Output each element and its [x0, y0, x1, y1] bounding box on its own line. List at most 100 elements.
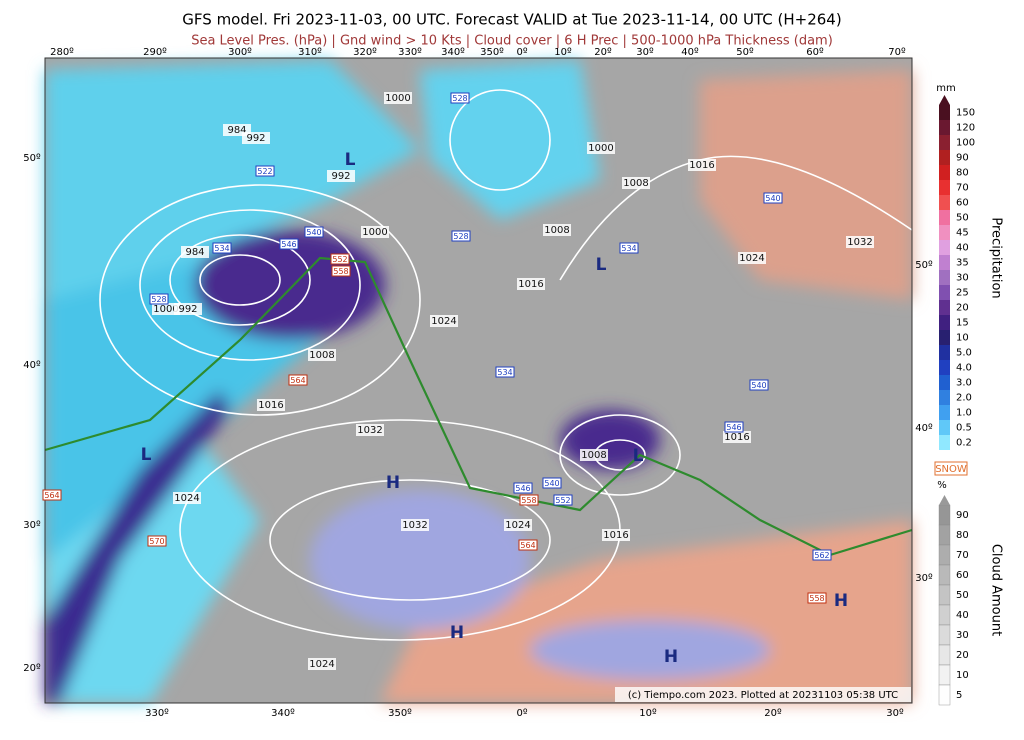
thickness-box [807, 592, 827, 604]
thickness-box [212, 242, 232, 254]
credit: (c) Tiempo.com 2023. Plotted at 20231103… [628, 690, 898, 701]
isobar-label: 1024 [739, 253, 764, 264]
precip-swatch [939, 375, 950, 390]
isobar-label-bg [152, 303, 180, 315]
thickness-label: 534 [497, 368, 512, 377]
isobar-label-bg [308, 349, 336, 361]
cloud-swatch [938, 524, 951, 546]
thickness-box [255, 165, 275, 177]
precip-tick: 90 [956, 153, 969, 164]
cloud-swatch [938, 504, 951, 526]
isobar-label-bg [181, 246, 209, 258]
lon-label: 340º [441, 47, 465, 58]
precip-swatch [939, 285, 950, 300]
isobar-label-bg [327, 170, 355, 182]
isobar-label-bg [356, 424, 384, 436]
isobar-label: 1016 [603, 530, 628, 541]
thickness-box [450, 92, 470, 104]
isobar-label: 1016 [258, 400, 283, 411]
cloud-tick: 10 [956, 670, 969, 681]
cloud-tick: 70 [956, 550, 969, 561]
isobar-label: 1024 [505, 520, 530, 531]
credit-bg [615, 687, 911, 702]
precip-swatch [939, 135, 950, 150]
cloud-tick: 20 [956, 650, 969, 661]
precip-swatch [939, 255, 950, 270]
front-line [44, 256, 913, 557]
precip-tick: 50 [956, 213, 969, 224]
isobar-label: 992 [178, 304, 197, 315]
thickness-label: 540 [306, 228, 321, 237]
lon-label: 40º [681, 47, 699, 58]
cloud-tick: 50 [956, 590, 969, 601]
snow-box [934, 461, 968, 476]
cloud-swatch [938, 664, 951, 686]
isobar-label-bg [517, 278, 545, 290]
precip-tick: 1.0 [956, 408, 972, 419]
thickness-box [149, 293, 169, 305]
cloud-swatch [938, 604, 951, 626]
pressure-center: H [386, 473, 400, 493]
thickness-box [279, 238, 299, 250]
thickness-box [763, 192, 783, 204]
lon-label: 300º [228, 47, 252, 58]
thickness-box [147, 535, 167, 547]
lat-label: 30º [23, 520, 41, 531]
precip-title: Precipitation [989, 217, 1004, 298]
thickness-box [304, 226, 324, 238]
precip-tick: 15 [956, 318, 969, 329]
thickness-box [619, 242, 639, 254]
isobar-label: 984 [227, 125, 246, 136]
thickness-label: 528 [453, 232, 468, 241]
thickness-label: 564 [520, 541, 535, 550]
precip-tick: 30 [956, 273, 969, 284]
lon-label: 330º [145, 708, 169, 719]
isobar-label: 1000 [385, 93, 410, 104]
thickness-label: 540 [765, 194, 780, 203]
thickness-label: 558 [809, 594, 824, 603]
lon-label: 350º [480, 47, 504, 58]
precip-tick: 35 [956, 258, 969, 269]
lon-label: 30º [636, 47, 654, 58]
precip-swatch [939, 345, 950, 360]
isobar-label: 992 [331, 171, 350, 182]
lon-label: 350º [388, 708, 412, 719]
cloud-tick: 40 [956, 610, 969, 621]
cloud-swatch [938, 584, 951, 606]
thickness-label: 534 [214, 244, 229, 253]
isobar-label-bg [174, 303, 202, 315]
isobar-label: 1000 [588, 143, 613, 154]
isobar-label: 1008 [623, 178, 648, 189]
isobar-label-bg [602, 529, 630, 541]
lat-label: 40º [23, 360, 41, 371]
unit: mm [936, 83, 955, 94]
thickness-label: 546 [515, 484, 530, 493]
precip-swatch [939, 300, 950, 315]
pressure-center: L [141, 445, 152, 465]
thickness-box [812, 549, 832, 561]
isobar-label: 1008 [544, 225, 569, 236]
cloud-swatch [938, 624, 951, 646]
isobar-label-bg [738, 252, 766, 264]
lon-label: 280º [50, 47, 74, 58]
thickness-box [749, 379, 769, 391]
lon-label: 310º [298, 47, 322, 58]
thickness-box [513, 482, 533, 494]
isobar-label-bg [384, 92, 412, 104]
lon-label: 30º [886, 708, 904, 719]
thickness-label: 562 [814, 551, 829, 560]
subtitle: Sea Level Pres. (hPa) | Gnd wind > 10 Kt… [191, 34, 833, 49]
precip-swatch [939, 315, 950, 330]
precip-tick: 70 [956, 183, 969, 194]
thickness-box [553, 494, 573, 506]
precip-tick: 150 [956, 108, 975, 119]
thickness-label: 540 [751, 381, 766, 390]
isobar-label: 1024 [309, 659, 334, 670]
lat-label: 20º [23, 663, 41, 674]
precip-tick: 0.2 [956, 438, 972, 449]
precip-swatch [939, 180, 950, 195]
lon-label: 10º [639, 708, 657, 719]
lon-label: 20º [764, 708, 782, 719]
pressure-center: L [596, 255, 607, 275]
precip-swatch [939, 195, 950, 210]
